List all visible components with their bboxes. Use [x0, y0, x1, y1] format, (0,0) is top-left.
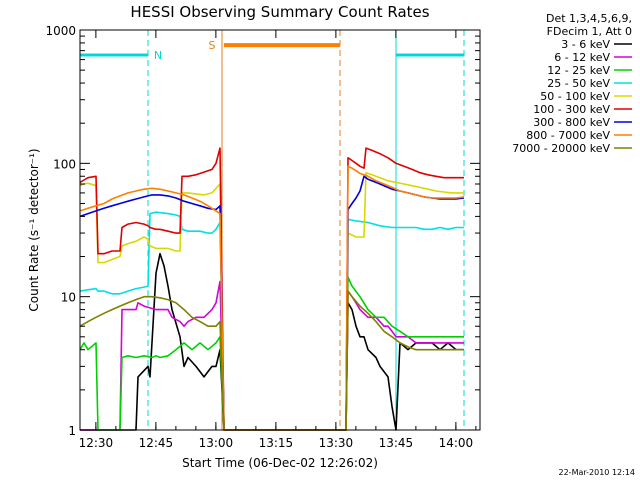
- annotation-s: S: [209, 39, 216, 52]
- y-axis-ticks: 1 10 100 1000: [45, 24, 480, 438]
- annotation-n: N: [154, 49, 162, 62]
- x-tick-label: 12:45: [139, 436, 174, 450]
- legend-label: 800 - 7000 keV: [526, 129, 610, 142]
- legend-label: 25 - 50 keV: [547, 77, 610, 90]
- x-tick-label: 13:45: [379, 436, 414, 450]
- series-line-0: [80, 252, 464, 431]
- x-axis-ticks: 12:30 12:45 13:00 13:15 13:30 13:45 14:00: [79, 30, 477, 450]
- x-tick-label: 13:15: [259, 436, 294, 450]
- series-line-3: [79, 211, 464, 431]
- legend-header-line: FDecim 1, Att 0: [547, 25, 632, 38]
- series-line-7: [79, 165, 465, 431]
- legend-label: 100 - 300 keV: [533, 103, 610, 116]
- x-tick-label: 13:00: [199, 436, 234, 450]
- x-tick-label: 13:30: [319, 436, 354, 450]
- y-tick-label: 100: [53, 157, 76, 171]
- legend-label: 3 - 6 keV: [561, 38, 610, 51]
- timestamp-stamp: 22-Mar-2010 12:14: [559, 468, 636, 477]
- x-axis-label: Start Time (06-Dec-02 12:26:02): [182, 456, 378, 470]
- plot-marks: NS: [79, 30, 465, 431]
- series-line-8: [79, 290, 464, 431]
- chart-title: HESSI Observing Summary Count Rates: [130, 3, 429, 21]
- y-tick-label: 10: [61, 291, 76, 305]
- y-axis-label: Count Rate (s⁻¹ detector⁻¹): [27, 148, 41, 311]
- x-tick-label: 12:30: [79, 436, 114, 450]
- legend-label: 6 - 12 keV: [554, 51, 610, 64]
- legend: Det 1,3,4,5,6,9,FDecim 1, Att 03 - 6 keV…: [512, 12, 632, 155]
- series-line-4: [79, 171, 464, 431]
- plot-frame: [79, 29, 481, 431]
- legend-label: 7000 - 20000 keV: [512, 142, 610, 155]
- series-line-5: [79, 147, 464, 431]
- y-tick-label: 1: [68, 424, 76, 438]
- legend-header-line: Det 1,3,4,5,6,9,: [546, 12, 632, 25]
- legend-label: 50 - 100 keV: [540, 90, 610, 103]
- y-tick-label: 1000: [45, 24, 76, 38]
- legend-label: 300 - 800 keV: [533, 116, 610, 129]
- x-tick-label: 14:00: [439, 436, 474, 450]
- legend-label: 12 - 25 keV: [547, 64, 610, 77]
